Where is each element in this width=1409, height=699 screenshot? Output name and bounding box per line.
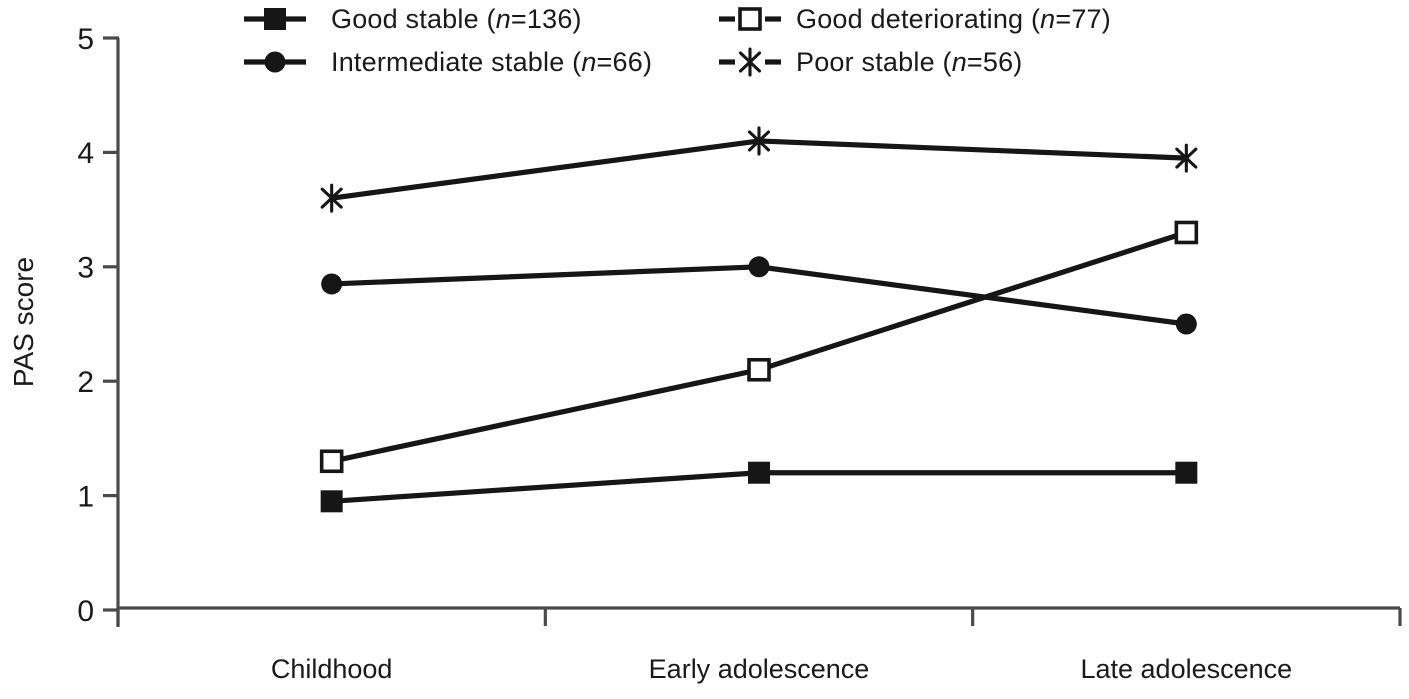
asterisk-marker-icon [1175, 147, 1198, 169]
open-square-marker-icon [1174, 220, 1199, 245]
filled-circle-legend-marker-icon [244, 51, 306, 73]
open-square-marker-icon [738, 7, 762, 31]
legend-label-poor-stable: Poor stable (n=56) [796, 46, 1023, 77]
y-tick-label: 5 [77, 23, 94, 56]
asterisk-marker-icon [747, 130, 771, 152]
filled-square-marker-icon [748, 461, 770, 484]
y-tick-label: 0 [77, 595, 94, 628]
legend-item-good-deteriorating: Good deteriorating (n=77) [718, 1, 1111, 37]
y-tick-label: 4 [77, 137, 94, 170]
filled-square-legend-marker-icon [244, 8, 306, 30]
asterisk-marker-icon [738, 51, 762, 73]
open-square-legend-marker-icon [719, 7, 781, 31]
y-tick-label: 3 [77, 252, 94, 285]
legend-label-intermediate-stable: Intermediate stable (n=66) [331, 46, 653, 77]
open-square-marker-icon [319, 449, 344, 474]
filled-square-marker-icon [1175, 461, 1198, 484]
legend-label-good-stable: Good stable (n=136) [331, 3, 582, 34]
legend-item-poor-stable: Poor stable (n=56) [718, 44, 1023, 80]
asterisk-legend-marker-icon [719, 47, 781, 77]
filled-circle-marker-icon [264, 51, 286, 73]
filled-circle-marker-icon [1175, 313, 1197, 335]
legend-item-intermediate-stable: Intermediate stable (n=66) [243, 44, 652, 80]
filled-circle-marker-icon [321, 273, 343, 295]
legend-label-good-deteriorating: Good deteriorating (n=77) [796, 3, 1111, 34]
filled-square-marker-icon [320, 490, 343, 513]
chart-legend: Good stable (n=136) Good deteriorating (… [0, 0, 1409, 100]
filled-square-marker-icon [264, 8, 286, 30]
filled-circle-marker-icon [748, 256, 770, 278]
x-category-label: Late adolescence [1080, 654, 1292, 684]
y-tick-label: 1 [77, 480, 94, 513]
y-axis-title: PAS score [8, 256, 39, 388]
open-square-marker-icon [747, 357, 771, 382]
legend-item-good-stable: Good stable (n=136) [243, 1, 582, 37]
y-tick-label: 2 [77, 366, 94, 399]
asterisk-marker-icon [320, 187, 343, 209]
x-category-label: Childhood [271, 654, 393, 684]
x-category-label: Early adolescence [649, 654, 870, 684]
